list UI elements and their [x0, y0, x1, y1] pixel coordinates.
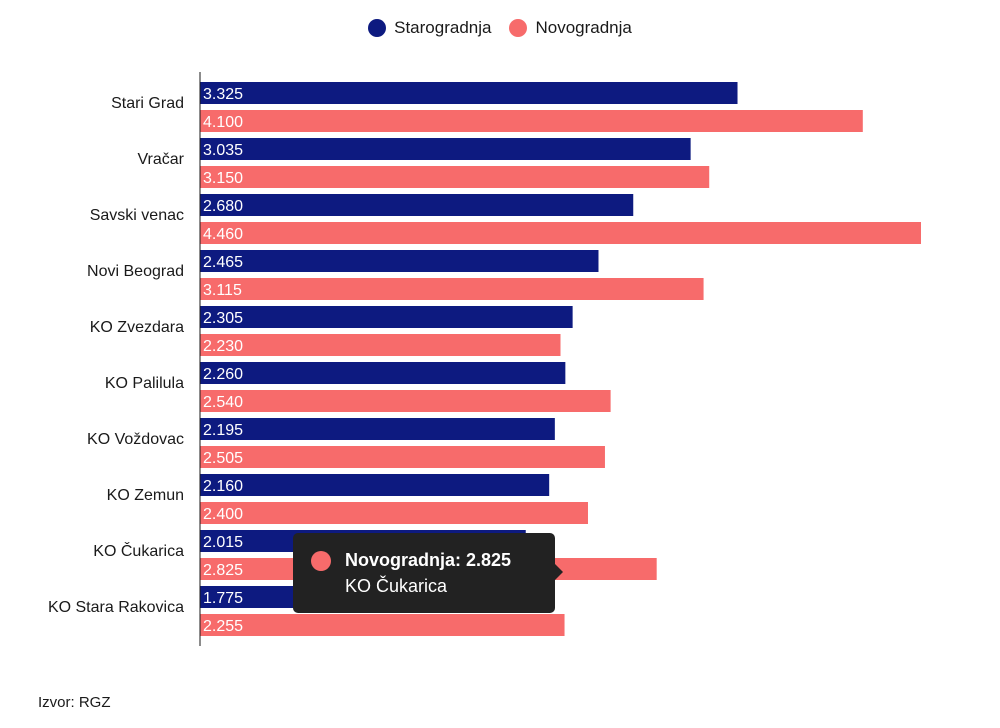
tooltip-series-dot	[311, 551, 331, 571]
bar-value-label: 2.015	[203, 534, 243, 551]
bar-novogradnja[interactable]	[200, 390, 611, 412]
bar-value-label: 2.400	[203, 506, 243, 523]
bar-value-label: 2.305	[203, 310, 243, 327]
bar-starogradnja[interactable]	[200, 250, 599, 272]
bar-value-label: 2.255	[203, 618, 243, 635]
chart-tooltip: Novogradnja: 2.825 KO Čukarica	[293, 533, 563, 613]
bar-novogradnja[interactable]	[200, 614, 565, 636]
bar-value-label: 3.150	[203, 170, 243, 187]
legend-dot-novogradnja	[509, 19, 528, 37]
bar-novogradnja[interactable]	[200, 110, 863, 132]
category-label: Novi Beograd	[87, 263, 184, 280]
bar-value-label: 2.825	[203, 562, 243, 579]
category-label: KO Čukarica	[93, 541, 184, 560]
bar-value-label: 2.160	[203, 478, 243, 495]
bar-starogradnja[interactable]	[200, 194, 634, 216]
chart-legend: Starogradnja Novogradnja	[0, 18, 1000, 38]
bar-starogradnja[interactable]	[200, 362, 566, 384]
category-label: KO Palilula	[105, 375, 184, 392]
bar-starogradnja[interactable]	[200, 306, 573, 328]
bar-novogradnja[interactable]	[200, 278, 704, 300]
bar-value-label: 4.460	[203, 226, 243, 243]
bar-value-label: 2.680	[203, 198, 243, 215]
bar-value-label: 2.195	[203, 422, 243, 439]
category-label: KO Stara Rakovica	[48, 599, 184, 616]
category-label: KO Zvezdara	[90, 319, 184, 336]
legend-label-starogradnja: Starogradnja	[394, 18, 492, 37]
bar-value-label: 2.540	[203, 394, 243, 411]
bar-starogradnja[interactable]	[200, 138, 691, 160]
bar-novogradnja[interactable]	[200, 334, 561, 356]
bar-value-label: 2.505	[203, 450, 243, 467]
bar-starogradnja[interactable]	[200, 418, 555, 440]
bar-value-label: 2.230	[203, 338, 243, 355]
tooltip-value: Novogradnja: 2.825	[345, 550, 512, 570]
source-note: Izvor: RGZ	[38, 694, 111, 711]
bar-starogradnja[interactable]	[200, 474, 550, 496]
category-label: Vračar	[137, 151, 184, 168]
bar-novogradnja[interactable]	[200, 222, 921, 244]
category-label: Stari Grad	[111, 95, 184, 112]
bar-novogradnja[interactable]	[200, 446, 605, 468]
bar-value-label: 2.260	[203, 366, 243, 383]
bar-value-label: 2.465	[203, 254, 243, 271]
bar-novogradnja[interactable]	[200, 166, 710, 188]
legend-dot-starogradnja	[368, 19, 387, 37]
bar-value-label: 3.115	[203, 282, 242, 299]
bar-value-label: 4.100	[203, 114, 243, 131]
bar-novogradnja[interactable]	[200, 502, 588, 524]
tooltip-category: KO Čukarica	[345, 576, 448, 596]
bar-value-label: 3.325	[203, 86, 243, 103]
bar-value-label: 1.775	[203, 590, 243, 607]
legend-item-starogradnja[interactable]: Starogradnja	[368, 18, 491, 38]
category-label: KO Zemun	[107, 487, 184, 504]
category-label: Savski venac	[90, 207, 184, 224]
bar-value-label: 3.035	[203, 142, 243, 159]
category-label: KO Voždovac	[87, 431, 184, 448]
bar-starogradnja[interactable]	[200, 82, 738, 104]
legend-item-novogradnja[interactable]: Novogradnja	[509, 18, 632, 38]
legend-label-novogradnja: Novogradnja	[535, 18, 632, 37]
